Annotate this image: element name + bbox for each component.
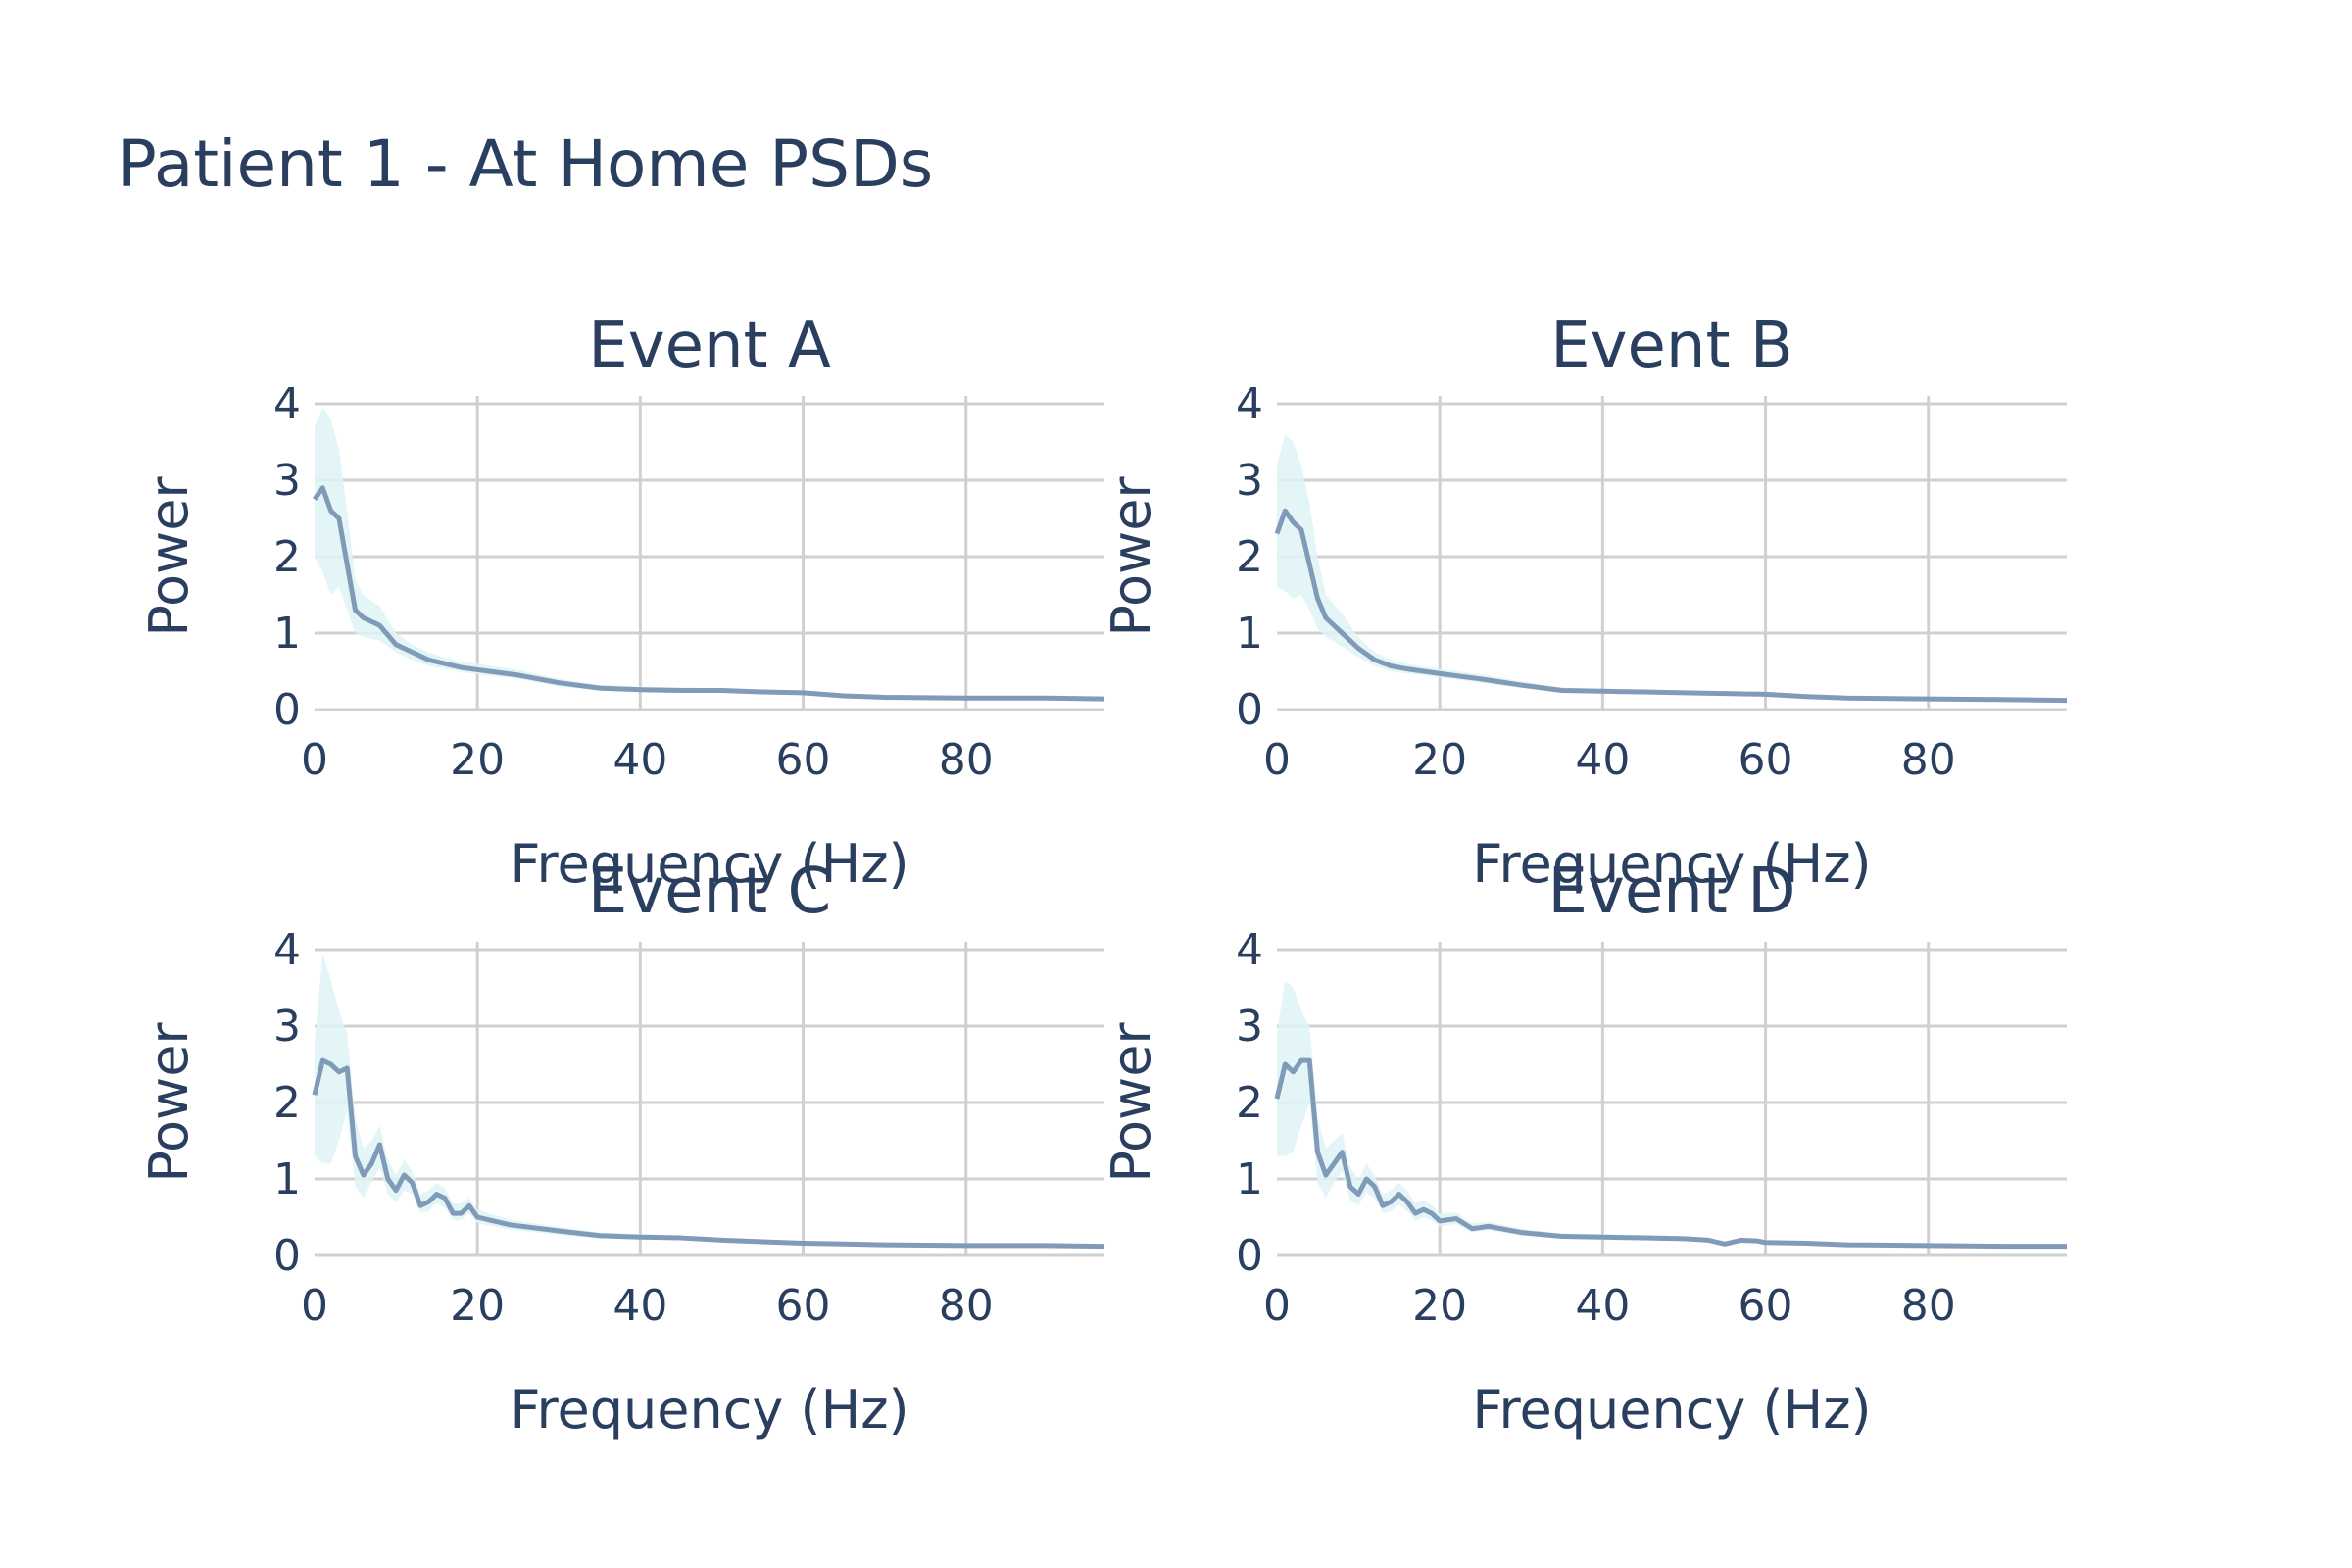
y-tick-label: 1 — [1236, 609, 1263, 659]
y-tick-label: 3 — [1236, 1002, 1263, 1052]
subplot-title: Event D — [1548, 856, 1796, 928]
x-tick-label: 40 — [612, 735, 667, 785]
x-tick-label: 20 — [1412, 735, 1467, 785]
subplot-title: Event A — [588, 310, 831, 382]
x-tick-label: 0 — [1263, 1281, 1291, 1331]
x-tick-label: 60 — [776, 1281, 831, 1331]
x-tick-label: 40 — [1575, 735, 1630, 785]
x-axis-title: Frequency (Hz) — [510, 1379, 908, 1441]
subplot-title: Event C — [588, 856, 831, 928]
y-tick-label: 2 — [273, 532, 301, 582]
y-tick-label: 0 — [1236, 685, 1263, 735]
y-axis-title: Power — [1101, 476, 1162, 637]
confidence-band — [1277, 434, 2067, 703]
y-axis-title: Power — [138, 476, 200, 637]
y-tick-label: 3 — [273, 1002, 301, 1052]
y-axis-title: Power — [138, 1022, 200, 1183]
confidence-band — [315, 407, 1104, 701]
y-tick-label: 0 — [273, 1231, 301, 1281]
x-tick-label: 80 — [939, 1281, 994, 1331]
x-axis-title: Frequency (Hz) — [510, 833, 908, 895]
x-tick-label: 60 — [1739, 735, 1793, 785]
y-tick-label: 4 — [1236, 379, 1263, 429]
x-axis-title: Frequency (Hz) — [1472, 833, 1871, 895]
y-tick-label: 1 — [273, 609, 301, 659]
y-tick-label: 1 — [273, 1154, 301, 1204]
y-tick-label: 2 — [1236, 1078, 1263, 1128]
series-line — [312, 1057, 1105, 1250]
y-tick-label: 4 — [273, 925, 301, 975]
x-tick-label: 80 — [939, 735, 994, 785]
x-tick-label: 20 — [450, 735, 505, 785]
y-tick-label: 3 — [273, 456, 301, 506]
x-tick-label: 80 — [1901, 735, 1956, 785]
series-line — [312, 485, 1105, 702]
series-line — [1274, 1057, 2067, 1250]
x-tick-label: 80 — [1901, 1281, 1956, 1331]
series-line — [1274, 508, 2068, 704]
y-tick-label: 3 — [1236, 456, 1263, 506]
y-tick-label: 2 — [1236, 532, 1263, 582]
x-tick-label: 0 — [1263, 735, 1291, 785]
x-tick-label: 20 — [450, 1281, 505, 1331]
confidence-band — [315, 953, 1104, 1249]
figure-title: Patient 1 - At Home PSDs — [118, 126, 934, 202]
y-tick-label: 4 — [1236, 925, 1263, 975]
y-tick-label: 0 — [273, 685, 301, 735]
x-tick-label: 40 — [612, 1281, 667, 1331]
x-tick-label: 0 — [301, 735, 328, 785]
x-tick-label: 0 — [301, 1281, 328, 1331]
x-tick-label: 40 — [1575, 1281, 1630, 1331]
confidence-band — [1277, 980, 2067, 1249]
y-tick-label: 4 — [273, 379, 301, 429]
y-axis-title: Power — [1101, 1022, 1162, 1183]
y-tick-label: 1 — [1236, 1154, 1263, 1204]
x-tick-label: 20 — [1412, 1281, 1467, 1331]
x-tick-label: 60 — [776, 735, 831, 785]
y-tick-label: 0 — [1236, 1231, 1263, 1281]
x-tick-label: 60 — [1739, 1281, 1793, 1331]
y-tick-label: 2 — [273, 1078, 301, 1128]
x-axis-title: Frequency (Hz) — [1472, 1379, 1871, 1441]
subplot-title: Event B — [1550, 310, 1793, 382]
